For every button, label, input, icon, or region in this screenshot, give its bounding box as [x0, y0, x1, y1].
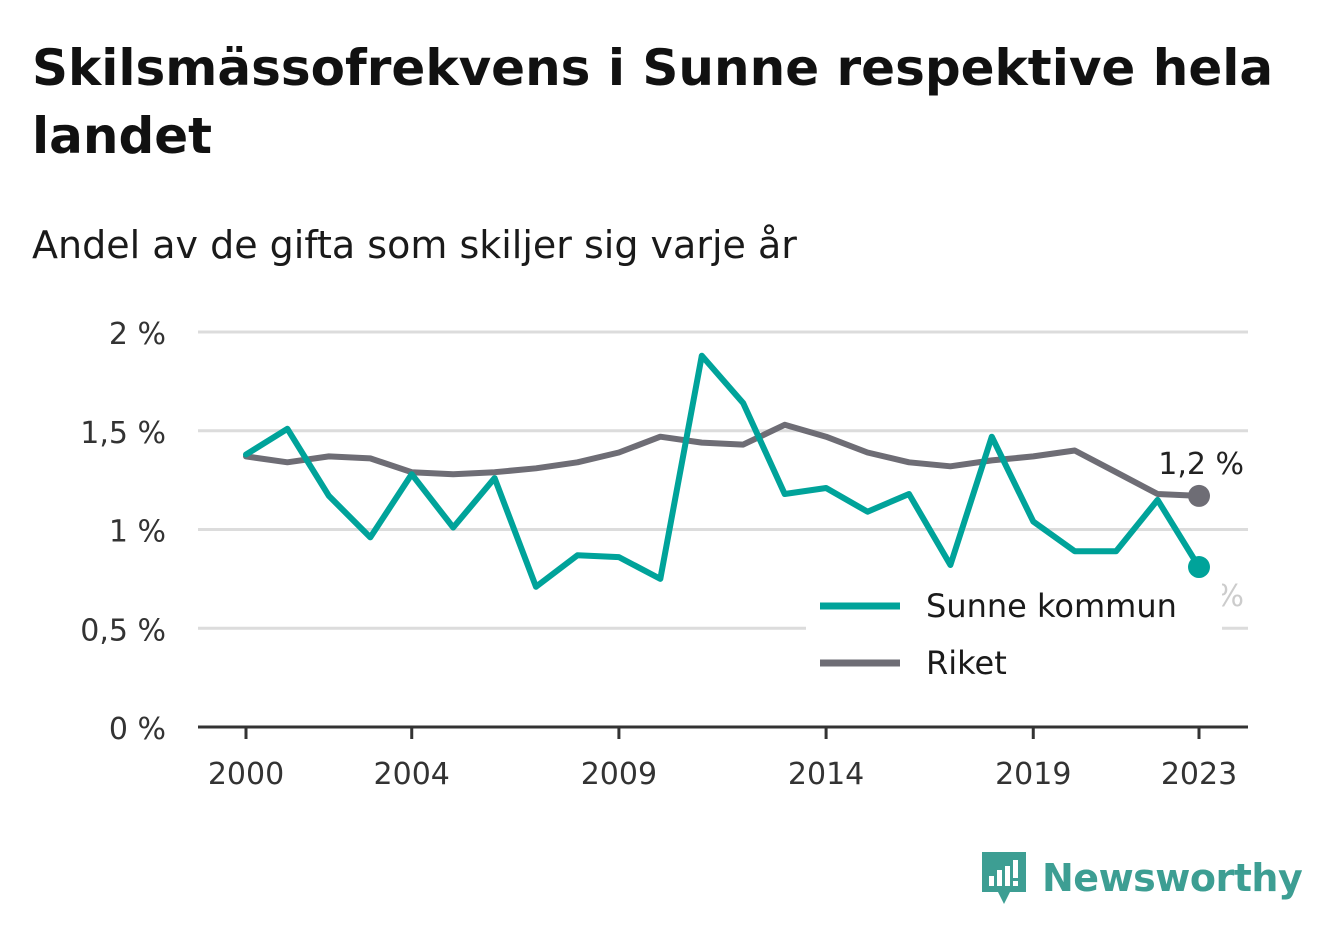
series-line-riket	[243, 421, 1202, 499]
x-tick-label: 2019	[995, 757, 1071, 792]
x-tick-label: 2014	[788, 757, 864, 792]
y-tick-label: 1,5 %	[80, 416, 166, 451]
newsworthy-brand: Newsworthy	[980, 848, 1303, 908]
legend-label: Riket	[926, 644, 1007, 682]
x-tick-label: 2023	[1161, 757, 1237, 792]
x-tick-label: 2000	[208, 757, 284, 792]
chart-title: Skilsmässofrekvens i Sunne respektive he…	[32, 39, 1274, 165]
series-line-sunne-kommun	[243, 352, 1202, 590]
end-labels: 1,2 %	[1158, 447, 1244, 482]
y-tick-label: 0 %	[109, 712, 166, 747]
x-axis: 2000 2004 2009 2014 2019 2023	[198, 725, 1248, 792]
y-axis-tick-labels: 0 % 0,5 % 1 % 1,5 % 2 %	[80, 317, 166, 747]
end-point-riket	[1188, 484, 1210, 507]
y-tick-label: 1 %	[109, 515, 166, 550]
brand-name: Newsworthy	[1042, 856, 1303, 900]
y-tick-label: 2 %	[109, 317, 166, 352]
chart-subtitle: Andel av de gifta som skiljer sig varje …	[32, 223, 797, 267]
end-label-riket: 1,2 %	[1158, 447, 1244, 482]
legend-label: Sunne kommun	[926, 587, 1177, 625]
end-point-sunne-kommun	[1188, 556, 1210, 579]
newsworthy-logo-icon	[982, 852, 1026, 904]
x-tick-label: 2009	[581, 757, 657, 792]
y-tick-label: 0,5 %	[80, 613, 166, 648]
series-lines	[243, 352, 1210, 590]
x-tick-label: 2004	[374, 757, 450, 792]
